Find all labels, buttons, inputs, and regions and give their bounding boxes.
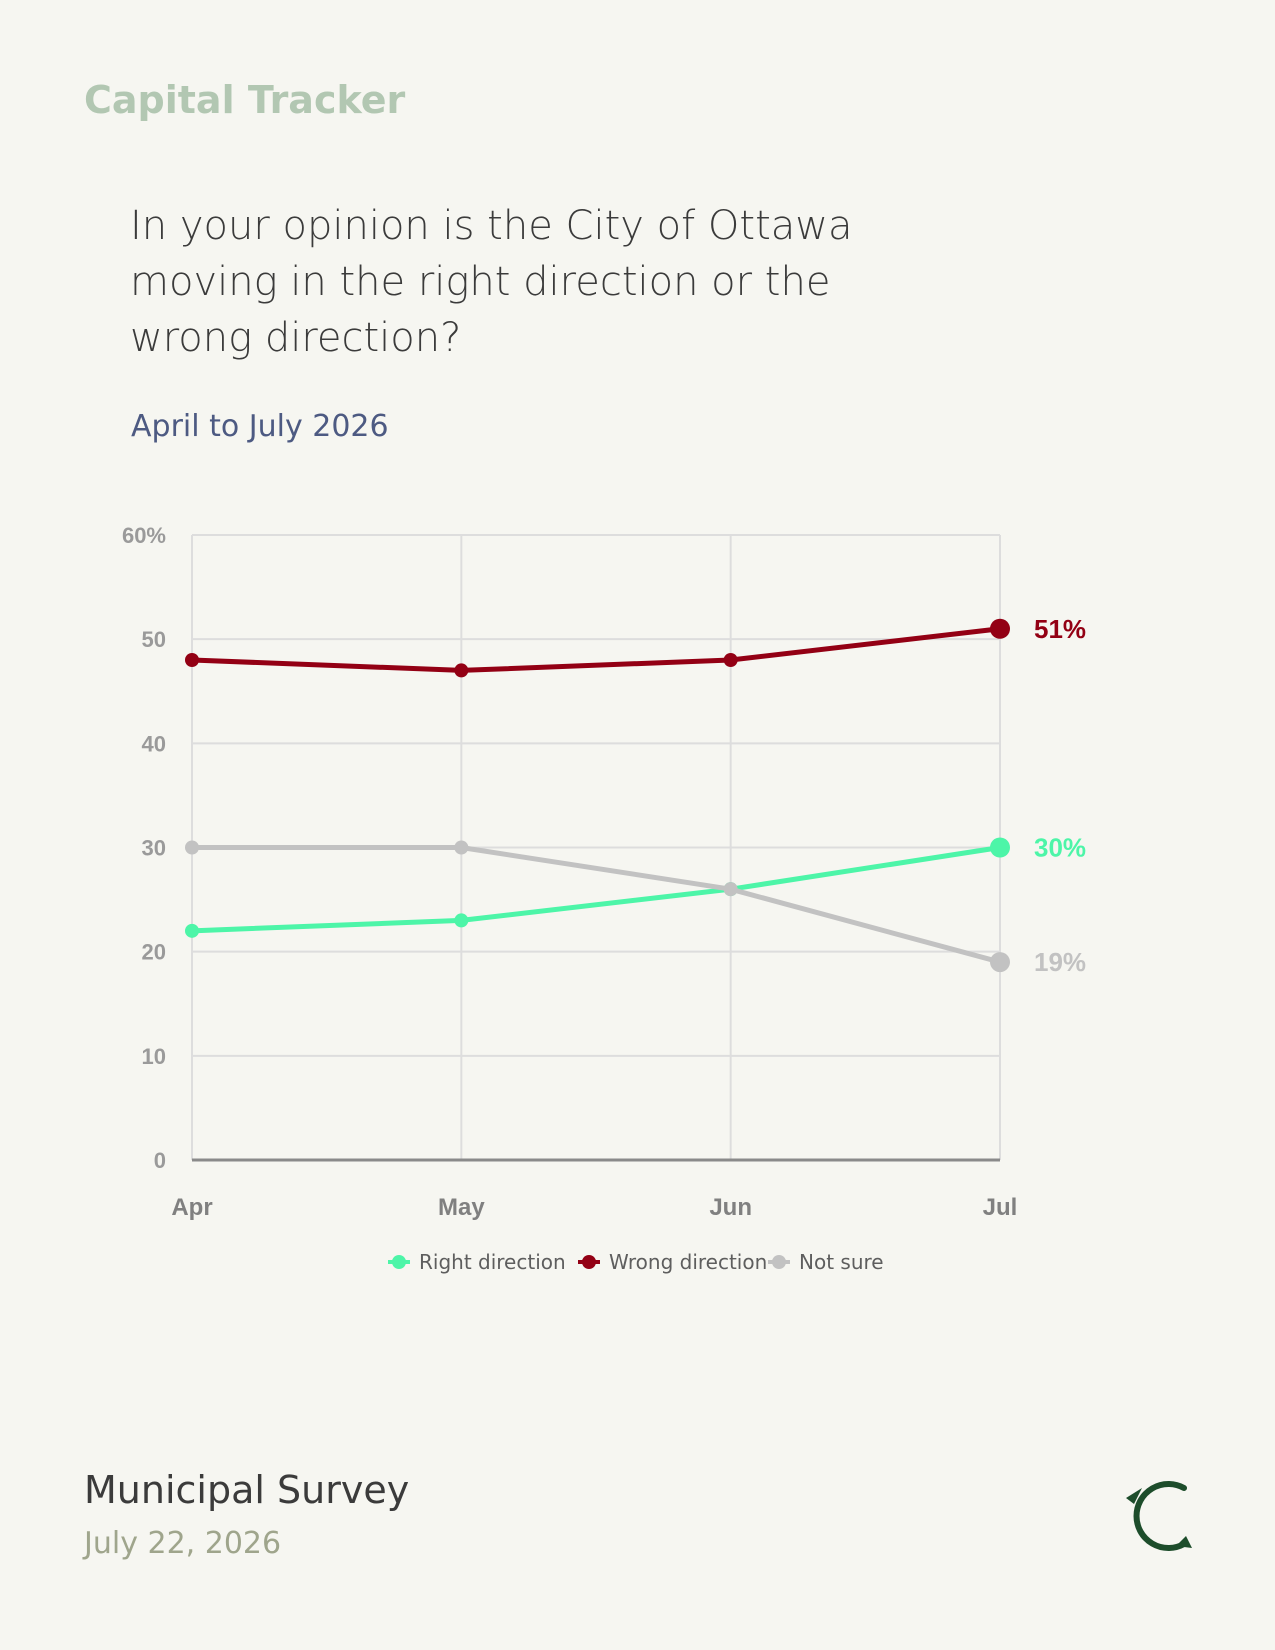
legend-label: Wrong direction <box>609 1250 767 1274</box>
x-tick-label: Jul <box>983 1194 1018 1221</box>
line-chart: 0 10 20 30 40 50 60% Apr May Jun Jul 30% 51% 19% Right… <box>122 523 1086 1274</box>
data-point <box>454 913 469 928</box>
y-tick-label: 10 <box>142 1044 166 1069</box>
footer-date: July 22, 2026 <box>84 1526 282 1561</box>
legend-swatch-dot <box>582 1255 596 1269</box>
footer-title: Municipal Survey <box>84 1468 410 1512</box>
data-point <box>990 952 1010 973</box>
data-point <box>990 618 1010 639</box>
series-line <box>189 845 1003 965</box>
legend-swatch-dot <box>772 1255 786 1269</box>
chart-subtitle: April to July 2026 <box>131 409 389 444</box>
y-tick-label: 20 <box>142 940 166 965</box>
series-line <box>189 626 1003 673</box>
data-point <box>454 663 469 678</box>
legend-label: Right direction <box>419 1250 566 1274</box>
brand-title: Capital Tracker <box>84 78 406 122</box>
series-line <box>189 845 1003 934</box>
data-point <box>185 653 199 667</box>
data-point <box>723 653 738 667</box>
y-tick-label: 60% <box>122 523 166 548</box>
chart-question: In your opinion is the City of Ottawa mo… <box>130 203 853 361</box>
data-point <box>990 837 1010 858</box>
x-tick-label: Jun <box>709 1194 752 1221</box>
data-point <box>723 882 738 897</box>
y-tick-label: 50 <box>142 627 166 652</box>
legend-label: Not sure <box>799 1250 884 1274</box>
y-tick-label: 0 <box>154 1148 166 1173</box>
data-point <box>185 840 199 855</box>
legend-swatch-dot <box>392 1255 406 1269</box>
data-point <box>454 840 469 855</box>
y-tick-label: 30 <box>142 836 166 861</box>
end-value-label: 19% <box>1034 947 1086 977</box>
data-point <box>185 923 199 938</box>
tracker-logo-icon <box>1126 1481 1192 1551</box>
end-value-label: 51% <box>1034 614 1086 644</box>
x-tick-label: May <box>438 1194 485 1221</box>
x-tick-label: Apr <box>171 1194 212 1221</box>
end-value-label: 30% <box>1034 833 1086 863</box>
y-tick-label: 40 <box>142 731 166 756</box>
